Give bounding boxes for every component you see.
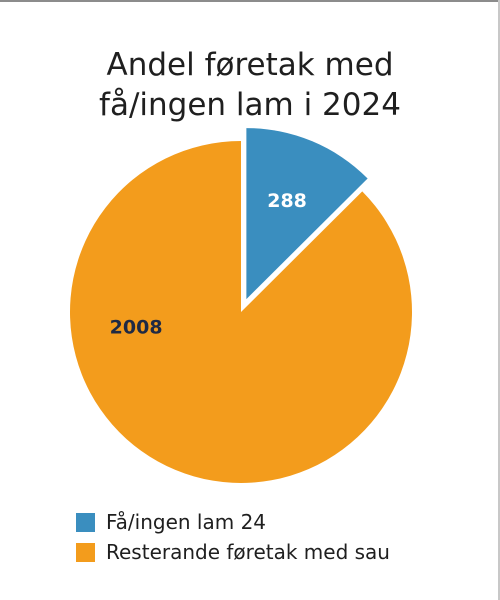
chart-title-line-1: Andel føretak med: [106, 46, 394, 83]
pie-slice-1: [69, 141, 412, 484]
legend-item-few-lambs: Få/ingen lam 24: [76, 507, 390, 537]
right-border: [498, 0, 500, 600]
chart-title: Andel føretak med få/ingen lam i 2024: [0, 45, 500, 125]
data-label-0: 288: [267, 190, 307, 212]
legend-label-remaining: Resterande føretak med sau: [106, 540, 390, 564]
top-border: [0, 0, 500, 2]
legend-swatch-few-lambs: [76, 512, 95, 532]
legend-swatch-remaining: [76, 542, 95, 562]
legend-item-remaining: Resterande føretak med sau: [76, 537, 390, 567]
pie-slice-0: [246, 128, 368, 300]
legend-label-few-lambs: Få/ingen lam 24: [106, 510, 267, 534]
data-label-1: 2008: [110, 317, 163, 339]
chart-title-line-2: få/ingen lam i 2024: [99, 86, 401, 123]
legend: Få/ingen lam 24 Resterande føretak med s…: [76, 507, 390, 567]
